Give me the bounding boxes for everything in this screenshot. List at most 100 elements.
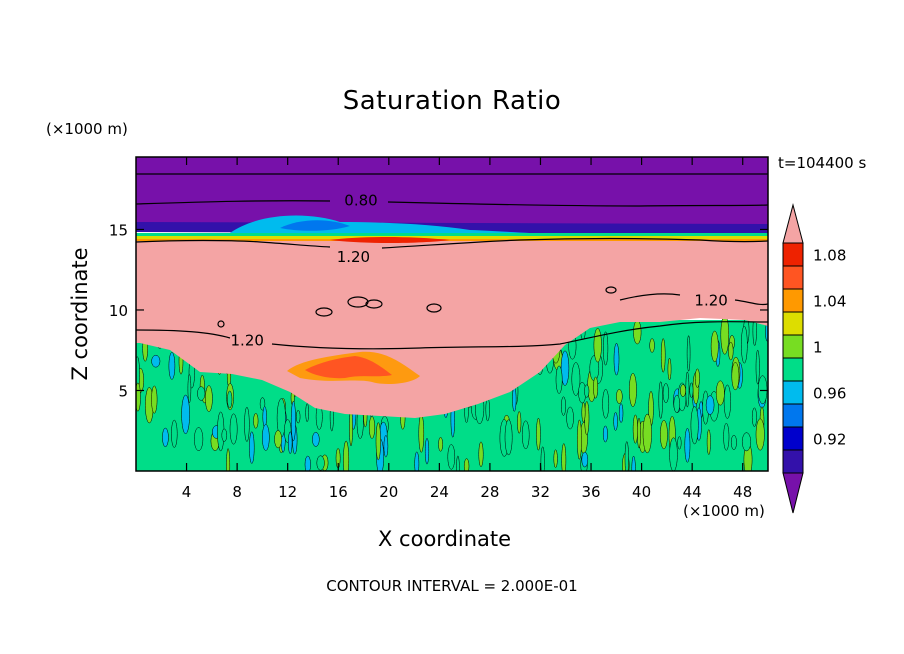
- turbulent-cell: [221, 428, 228, 442]
- turbulent-cell: [561, 396, 566, 416]
- colorbar-box: [782, 403, 804, 428]
- colorbar-box: [782, 311, 804, 336]
- z-tick-label: 5: [118, 382, 128, 400]
- turbulent-cell: [504, 419, 513, 456]
- turbulent-cell: [741, 432, 752, 452]
- turbulent-cell: [624, 441, 629, 471]
- turbulent-cell: [755, 418, 765, 451]
- turbulent-cell: [686, 335, 691, 372]
- turbulent-cell: [593, 376, 599, 399]
- turbulent-cell: [685, 371, 690, 408]
- turbulent-cell: [751, 407, 757, 427]
- turbulent-cell: [730, 434, 737, 450]
- turbulent-cell: [517, 411, 522, 434]
- turbulent-cell: [262, 424, 270, 451]
- contour-loop-6: [217, 320, 225, 328]
- colorbar-box: [782, 380, 804, 405]
- x-tick-label: 8: [232, 483, 242, 501]
- contour-line-right: [619, 293, 768, 306]
- colorbar-box: [782, 288, 804, 313]
- colorbar-label: 1.08: [813, 247, 846, 265]
- colorbar-min-arrow: [782, 472, 804, 514]
- turbulent-cell: [680, 384, 686, 397]
- contour-label: 1.20: [231, 332, 264, 350]
- turbulent-cell: [662, 383, 669, 404]
- turbulent-cell: [194, 427, 204, 451]
- contour-label: 0.80: [344, 191, 377, 209]
- turbulent-cell: [383, 435, 389, 458]
- plot-frame: [135, 156, 769, 472]
- transition-orange: [136, 239, 768, 241]
- turbulent-cell: [512, 386, 517, 412]
- x-tick-label: 28: [480, 483, 499, 501]
- turbulent-cell: [603, 331, 609, 366]
- turbulent-cell: [485, 397, 490, 422]
- turbulent-cell: [227, 390, 233, 409]
- colorbar-box: [782, 449, 804, 474]
- turbulent-cell: [755, 349, 760, 385]
- turbulent-cell: [536, 417, 541, 451]
- z-tick-label: 15: [109, 221, 128, 239]
- turbulent-cell: [521, 420, 530, 450]
- x-axis-ticks: 4 8 12 16 20 24 28 32 36 40 44 48: [182, 157, 752, 501]
- colorbar-max-arrow: [782, 203, 804, 244]
- turbulent-cell: [418, 414, 425, 453]
- turbulent-cell: [368, 416, 376, 439]
- turbulent-cell: [447, 444, 456, 470]
- turbulent-cell: [181, 394, 190, 435]
- turbulent-cell: [343, 440, 350, 471]
- turbulent-cell: [618, 403, 624, 423]
- turbulent-cell: [349, 408, 353, 447]
- contour-label: 1.20: [694, 291, 727, 309]
- x-tick-label: 4: [182, 483, 192, 501]
- turbulent-cell: [667, 358, 672, 381]
- time-label: t=104400 s: [778, 154, 867, 172]
- x-tick-label: 40: [632, 483, 651, 501]
- turbulent-cell: [705, 395, 715, 415]
- turbulent-cell: [438, 437, 443, 452]
- z-axis-unit: (×1000 m): [46, 120, 128, 138]
- x-tick-label: 24: [430, 483, 449, 501]
- x-axis-label: X coordinate: [378, 527, 512, 551]
- turbulent-cell: [613, 343, 620, 376]
- chart-title: Saturation Ratio: [342, 86, 562, 116]
- x-tick-label: 44: [683, 483, 702, 501]
- turbulent-cell: [414, 451, 420, 471]
- turbulent-cell: [456, 455, 460, 471]
- turbulent-cell: [629, 373, 637, 407]
- colorbar-label: 1.04: [813, 293, 846, 311]
- colorbar-box: [782, 334, 804, 359]
- x-tick-label: 48: [733, 483, 752, 501]
- turbulent-cell: [561, 443, 567, 471]
- turbulent-cell: [613, 412, 618, 431]
- turbulent-cell: [731, 362, 740, 391]
- x-tick-label: 36: [581, 483, 600, 501]
- turbulent-cell: [304, 455, 311, 471]
- colorbar-label: 0.92: [813, 431, 846, 449]
- turbulent-cell: [684, 428, 691, 463]
- turbulent-cell: [660, 420, 668, 450]
- contour-loop-5: [605, 286, 617, 294]
- turbulent-cell: [226, 448, 231, 471]
- x-tick-label: 12: [278, 483, 297, 501]
- colorbar-box: [782, 357, 804, 382]
- turbulent-cell: [757, 375, 768, 405]
- turbulent-cell: [244, 406, 250, 442]
- turbulent-cell: [673, 394, 681, 413]
- turbulent-cell: [715, 380, 725, 406]
- contour-line-120-upper: [136, 237, 768, 249]
- turbulent-cell: [305, 403, 309, 423]
- turbulent-cell: [151, 354, 161, 368]
- turbulent-cell: [689, 382, 694, 398]
- turbulent-cell: [741, 325, 748, 364]
- contour-loop-3: [365, 299, 383, 309]
- turbulent-cell: [602, 425, 608, 443]
- turbulent-cell: [571, 362, 581, 396]
- contour-interval-label: CONTOUR INTERVAL = 2.000E-01: [326, 577, 578, 595]
- turbulent-cell: [584, 384, 590, 398]
- x-tick-label: 16: [329, 483, 348, 501]
- turbulent-cell: [728, 341, 734, 361]
- turbulent-cell: [694, 368, 700, 388]
- turbulent-cell: [540, 446, 545, 471]
- turbulent-cell: [593, 328, 602, 363]
